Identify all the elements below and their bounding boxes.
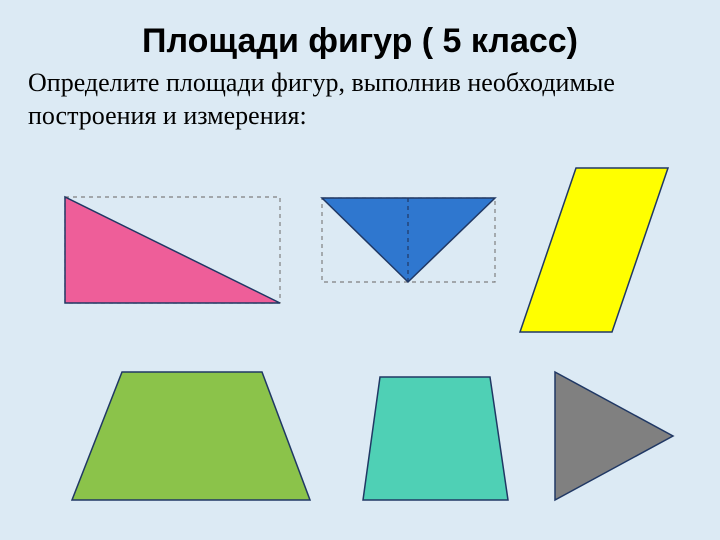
yellow-parallelogram xyxy=(520,168,668,332)
shapes-canvas xyxy=(0,0,720,540)
teal-trapezoid xyxy=(363,377,508,500)
gray-triangle xyxy=(555,372,673,500)
green-trapezoid xyxy=(72,372,310,500)
pink-triangle xyxy=(65,197,280,303)
